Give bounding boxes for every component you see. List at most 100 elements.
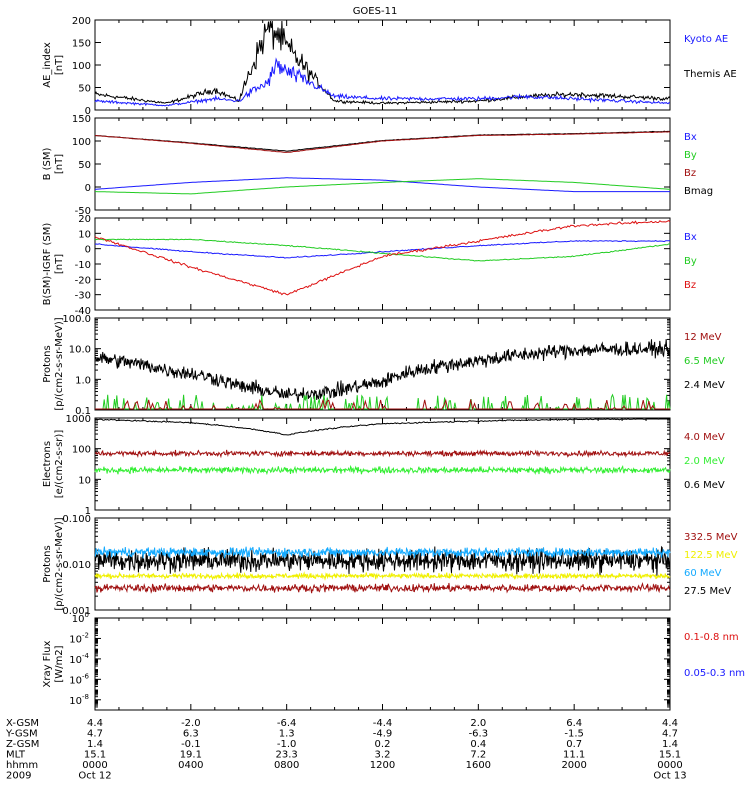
x-row-label: Y-GSM (5, 729, 38, 740)
legend-27-5-mev: 27.5 MeV (684, 586, 731, 597)
x-row-value: 6.3 (183, 729, 199, 740)
x-row-value: 1.3 (279, 729, 295, 740)
x-row-label: 2009 (6, 771, 31, 782)
legend-2-0-mev: 2.0 MeV (684, 456, 725, 467)
y-tick-label: 1 (85, 506, 91, 517)
x-row-value: 6.4 (566, 718, 582, 729)
y-tick-label: 100.0 (62, 314, 91, 325)
x-row-value: 0000 (657, 760, 682, 771)
y-tick-label: 100 (72, 445, 91, 456)
panel-7: 10-8 10-6 10-4 10-2 100 Xray Flux [W/m2] 0.1-0.… (42, 611, 745, 711)
y-tick-label: 0 (85, 245, 91, 256)
series-themis-ae (94, 20, 671, 106)
series-electrons-0-6-mev (94, 418, 670, 436)
y-axis-units: [e/(cm2-s-sr)] (54, 430, 65, 499)
y-axis-units: [nT] (54, 55, 65, 75)
y-tick-label: -30 (75, 291, 91, 302)
panel-5: 1 10 100 1000 Electrons [e/(cm2-s-sr)] 4.0 MeV… (42, 414, 725, 517)
y-axis-label: Protons (42, 345, 53, 382)
y-axis-label: Electrons (42, 441, 53, 487)
legend-2-4-mev: 2.4 MeV (684, 380, 725, 391)
x-row-value: 4.7 (87, 729, 103, 740)
x-row-value: -6.3 (469, 729, 489, 740)
legend-6-5-mev: 6.5 MeV (684, 356, 725, 367)
y-tick-label: 100 (72, 137, 91, 148)
y-tick-label: 100 (72, 611, 89, 625)
y-tick-label: 1000 (66, 414, 91, 425)
x-row-value: -1.5 (564, 729, 584, 740)
x-row-value: 4.4 (662, 718, 678, 729)
series-protons-60-mev (94, 546, 671, 559)
y-axis-label: Protons (42, 545, 53, 582)
x-row-value: 0.7 (566, 739, 582, 750)
x-row-value: 11.1 (563, 750, 585, 761)
series-electrons-2-0-mev (94, 464, 671, 476)
x-row-value: 23.3 (276, 750, 298, 761)
legend-bmag: Bmag (684, 186, 713, 197)
plot-title: GOES-11 (353, 6, 398, 17)
x-row-label: MLT (6, 750, 26, 761)
panel-2: -50 0 50 100 150 B (SM) [nT] Bx By Bz Bmag (42, 114, 713, 217)
legend-0-05-0-3-nm: 0.05-0.3 nm (684, 668, 745, 679)
y-axis-label: B(SM)-IGRF (SM) (42, 223, 53, 306)
x-row-value: -1.0 (277, 739, 297, 750)
y-tick-label: 10.0 (69, 345, 91, 356)
legend-by: By (684, 150, 697, 161)
legend-0-1-0-8-nm: 0.1-0.8 nm (684, 632, 739, 643)
y-tick-label: 0.001 (62, 606, 91, 617)
x-row-value: 15.1 (659, 750, 681, 761)
panel-3: -40 -30 -20 -10 0 10 20 B(SM)-IGRF (SM) [nT] Bx By… (42, 214, 697, 317)
x-row-value: 1600 (466, 760, 491, 771)
x-row-value: -6.4 (277, 718, 297, 729)
x-row-value: 1.4 (662, 739, 678, 750)
series-b-by (95, 178, 671, 195)
x-row-value: 0800 (274, 760, 299, 771)
legend-bz: Bz (684, 280, 696, 291)
x-row-label: hhmm (6, 760, 38, 771)
x-row-value: 0.2 (375, 739, 391, 750)
series-b-bz (94, 131, 671, 153)
x-row-value: 2.0 (470, 718, 486, 729)
y-tick-label: 50 (78, 84, 91, 95)
series-protons-122-5-mev (94, 571, 671, 581)
y-tick-label: 10-2 (69, 631, 89, 645)
x-row-value: 0000 (82, 760, 107, 771)
y-tick-label: 50 (78, 160, 91, 171)
y-tick-label: -40 (75, 306, 91, 317)
legend-12-mev: 12 MeV (684, 332, 722, 343)
y-tick-label: 0 (85, 183, 91, 194)
y-axis-units: [nT] (54, 254, 65, 274)
y-axis-units: [p/(cm2-s-sr-MeV)] (54, 517, 65, 610)
panel-frame (94, 617, 671, 711)
y-tick-label: 10-4 (69, 652, 89, 666)
x-row-value: Oct 13 (653, 771, 686, 782)
y-tick-label: 100 (72, 61, 91, 72)
y-axis-label: Xray Flux (42, 640, 53, 687)
legend-332-5-mev: 332.5 MeV (684, 532, 738, 543)
panel-frame (94, 417, 671, 511)
x-row-value: 1.4 (87, 739, 103, 750)
x-row-value: 2000 (561, 760, 586, 771)
x-row-value: 0400 (178, 760, 203, 771)
y-tick-label: 0.010 (62, 560, 91, 571)
panel-frame (94, 317, 671, 411)
x-row-value: -4.9 (373, 729, 393, 740)
y-tick-label: 0.1 (75, 406, 91, 417)
x-row-value: 1200 (370, 760, 395, 771)
x-row-value: 0.4 (470, 739, 486, 750)
x-row-value: 7.2 (470, 750, 486, 761)
x-row-label: X-GSM (6, 718, 39, 729)
x-row-value: 4.7 (662, 729, 678, 740)
legend-themis-ae: Themis AE (683, 69, 737, 80)
panel-frame (94, 19, 671, 111)
y-tick-label: -50 (75, 206, 91, 217)
y-tick-label: 1.0 (75, 375, 91, 386)
legend-bz: Bz (684, 168, 696, 179)
y-tick-label: 150 (72, 114, 91, 125)
y-axis-label: AE_index (42, 42, 53, 88)
y-tick-label: -20 (75, 275, 91, 286)
x-row-value: 19.1 (180, 750, 202, 761)
series-protons-332-5-mev (94, 581, 671, 594)
y-axis-units: [p/(cm2-s-sr-MeV)] (54, 317, 65, 410)
